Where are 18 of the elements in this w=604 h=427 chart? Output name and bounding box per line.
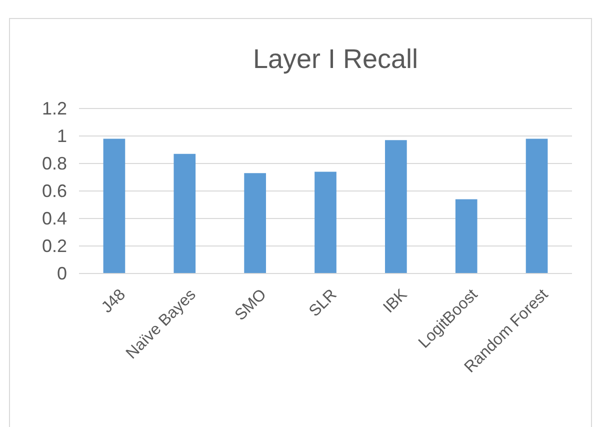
y-tick-label: 1 <box>56 126 67 146</box>
bar <box>103 138 126 274</box>
bar <box>174 154 196 274</box>
bar <box>455 199 478 274</box>
bar <box>244 173 266 274</box>
y-tick-label: 0 <box>56 263 67 284</box>
bar <box>526 138 548 274</box>
y-tick-label: 0.8 <box>42 153 67 174</box>
bar <box>385 140 407 274</box>
y-tick-label: 1.2 <box>42 98 67 118</box>
x-tick-label: IBK <box>380 286 411 316</box>
y-tick-label: 0.6 <box>42 180 67 201</box>
x-tick-label: J48 <box>98 286 130 316</box>
y-tick-label: 0.4 <box>42 208 67 228</box>
y-tick-label: 0.2 <box>42 236 67 256</box>
bar <box>314 172 336 274</box>
chart-title: Layer I Recall <box>252 44 418 74</box>
x-tick-label: SLR <box>306 286 340 320</box>
